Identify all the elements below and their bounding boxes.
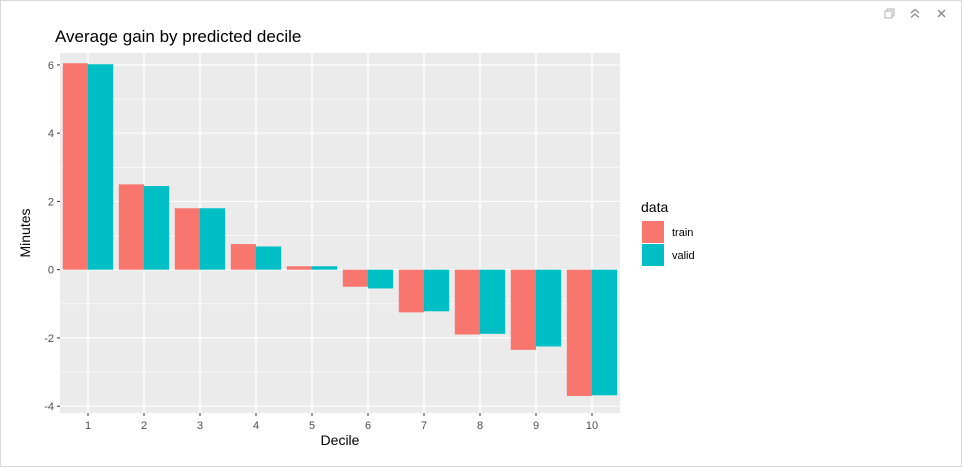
bars bbox=[62, 63, 618, 396]
major-gridlines bbox=[60, 53, 620, 413]
x-tick-label: 6 bbox=[365, 420, 371, 432]
bar-train-2 bbox=[118, 184, 144, 270]
bar-valid-5 bbox=[312, 266, 338, 270]
y-tick-label: 0 bbox=[48, 265, 54, 277]
chart-title: Average gain by predicted decile bbox=[55, 27, 301, 46]
bar-train-7 bbox=[398, 269, 424, 313]
x-tick-label: 4 bbox=[253, 420, 259, 432]
bar-train-1 bbox=[62, 63, 88, 270]
bar-train-5 bbox=[286, 266, 312, 270]
x-tick-label: 10 bbox=[586, 420, 598, 432]
x-axis-title: Decile bbox=[321, 432, 360, 448]
x-tick-label: 3 bbox=[197, 420, 203, 432]
y-tick-label: -2 bbox=[44, 333, 54, 345]
bar-train-9 bbox=[510, 269, 536, 350]
bar-train-8 bbox=[454, 269, 480, 335]
bar-train-6 bbox=[342, 269, 368, 287]
window-toolbar bbox=[883, 7, 947, 19]
x-tick-label: 2 bbox=[141, 420, 147, 432]
copy-icon[interactable] bbox=[883, 7, 895, 19]
bar-train-10 bbox=[566, 269, 592, 396]
x-tick-label: 1 bbox=[85, 420, 91, 432]
close-icon[interactable] bbox=[935, 7, 947, 19]
y-axis-title: Minutes bbox=[17, 208, 33, 257]
y-tick-label: 6 bbox=[48, 60, 54, 72]
bar-valid-2 bbox=[144, 186, 170, 270]
bar-valid-8 bbox=[480, 269, 506, 334]
bar-train-3 bbox=[174, 208, 200, 270]
y-axis: -4 -2 0 2 4 6 bbox=[44, 60, 60, 413]
legend-key-valid bbox=[642, 244, 664, 266]
y-tick-label: 2 bbox=[48, 196, 54, 208]
x-tick-label: 7 bbox=[421, 420, 427, 432]
bar-valid-4 bbox=[256, 246, 282, 270]
x-tick-label: 9 bbox=[533, 420, 539, 432]
x-tick-label: 8 bbox=[477, 420, 483, 432]
bar-valid-9 bbox=[536, 269, 562, 347]
bar-valid-7 bbox=[424, 269, 450, 312]
bar-train-4 bbox=[230, 244, 256, 270]
bar-valid-10 bbox=[592, 269, 618, 396]
x-axis: 1 2 3 4 5 6 7 8 9 10 bbox=[85, 413, 598, 432]
x-tick-label: 5 bbox=[309, 420, 315, 432]
legend-key-train bbox=[642, 221, 664, 243]
bar-valid-6 bbox=[368, 269, 394, 289]
legend-title: data bbox=[641, 199, 668, 215]
collapse-icon[interactable] bbox=[909, 7, 921, 19]
bar-valid-3 bbox=[200, 208, 226, 270]
y-tick-label: -4 bbox=[44, 401, 54, 413]
legend-label-valid: valid bbox=[672, 250, 695, 262]
bar-valid-1 bbox=[88, 64, 114, 270]
legend: data train valid bbox=[641, 199, 695, 266]
y-tick-label: 4 bbox=[48, 128, 54, 140]
legend-label-train: train bbox=[672, 227, 693, 239]
